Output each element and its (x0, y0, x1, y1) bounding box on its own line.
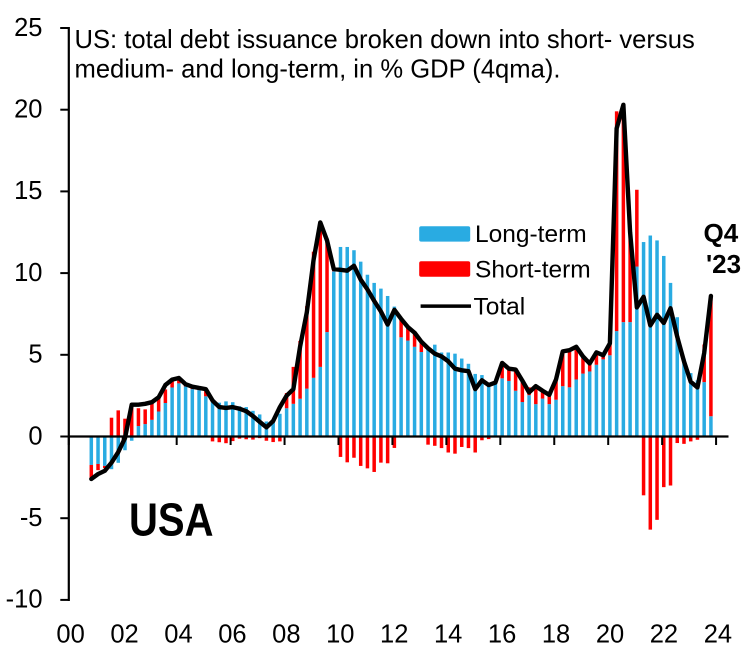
svg-text:18: 18 (542, 621, 570, 649)
svg-text:'23: '23 (706, 249, 741, 279)
svg-text:Short-term: Short-term (475, 257, 591, 284)
svg-text:25: 25 (14, 14, 42, 42)
svg-text:Total: Total (474, 294, 526, 321)
svg-text:24: 24 (704, 621, 732, 649)
svg-text:06: 06 (218, 621, 246, 649)
svg-text:08: 08 (272, 621, 300, 649)
svg-text:00: 00 (56, 621, 84, 649)
svg-text:10: 10 (326, 621, 354, 649)
svg-text:Q4: Q4 (704, 218, 739, 248)
svg-text:15: 15 (14, 177, 42, 205)
svg-text:US: total debt issuance broken: US: total debt issuance broken down into… (75, 26, 695, 54)
svg-text:12: 12 (380, 621, 408, 649)
svg-text:5: 5 (28, 341, 42, 369)
svg-text:medium- and long-term, in % GD: medium- and long-term, in % GDP (4qma). (75, 56, 561, 84)
svg-text:-5: -5 (20, 504, 43, 532)
svg-text:20: 20 (596, 621, 624, 649)
svg-text:22: 22 (650, 621, 678, 649)
svg-text:0: 0 (28, 422, 42, 450)
svg-text:20: 20 (14, 96, 42, 124)
svg-text:14: 14 (434, 621, 462, 649)
svg-text:16: 16 (488, 621, 516, 649)
svg-text:02: 02 (110, 621, 138, 649)
svg-text:-10: -10 (6, 586, 43, 614)
svg-text:04: 04 (164, 621, 192, 649)
svg-text:10: 10 (14, 259, 42, 287)
svg-text:Long-term: Long-term (475, 221, 587, 248)
svg-text:USA: USA (129, 494, 214, 546)
